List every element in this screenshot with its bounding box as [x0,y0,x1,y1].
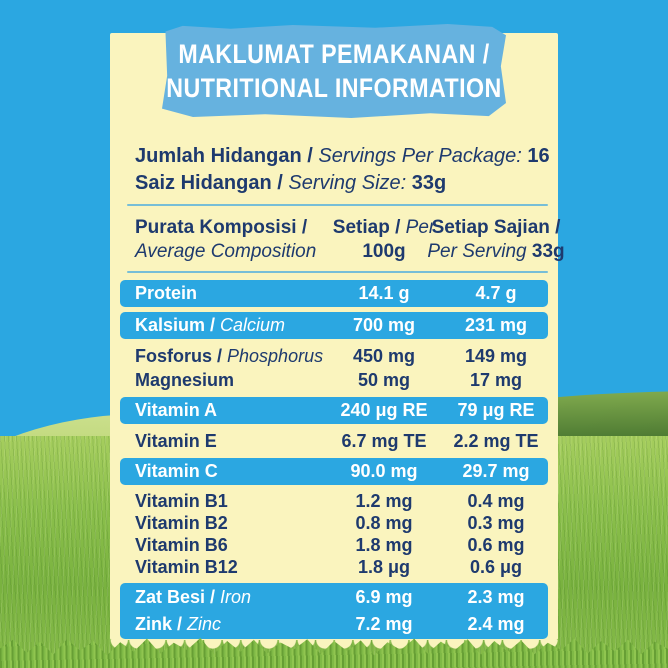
header-composition: Purata Komposisi / Average Composition [135,216,324,264]
value-per-100g: 90.0 mg [350,461,418,481]
nutrient-label: Zink / Zinc [135,614,222,634]
nutrient-label: Vitamin B2 [135,512,228,533]
title-banner: MAKLUMAT PEMAKANAN / NUTRITIONAL INFORMA… [162,24,506,118]
value-per-100g: 50 mg [357,369,411,390]
nutrient-group-minerals: Fosforus / Phosphorus 450 mg 149 mg Magn… [120,344,548,392]
nutrition-table: Protein 14.1 g 4.7 g Kalsium / Calcium 7… [110,280,558,639]
row-protein: Protein 14.1 g 4.7 g [120,280,548,307]
header-per-serving: Setiap Sajian / Per Serving 33g [427,216,564,264]
value-per-100g: 1.2 mg [355,490,413,511]
title-line-english: NUTRITIONAL INFORMATION [166,73,502,103]
header-per-serving-malay: Setiap Sajian / [431,217,561,238]
header-per-100g-malay: Setiap / [332,217,406,238]
row-phosphorus: Fosforus / Phosphorus 450 mg 149 mg [120,344,548,368]
value-per-serving: 0.6 μg [469,556,523,577]
header-per-100g-amount: 100g [362,241,406,262]
nutrient-label: Magnesium [135,369,235,390]
nutrient-group-vitamin-e: Vitamin E 6.7 mg TE 2.2 mg TE [120,429,548,453]
servings-label-english: Servings Per Package: [318,145,528,167]
value-per-serving: 2.3 mg [467,587,525,607]
value-per-serving: 29.7 mg [462,461,530,481]
divider [127,204,548,206]
row-vitamin-b1: Vitamin B1 1.2 mg 0.4 mg [120,490,548,512]
nutrient-label: Vitamin B6 [135,534,228,555]
row-vitamin-a: Vitamin A 240 μg RE 79 μg RE [120,397,548,424]
nutrient-group-vitamin-a: Vitamin A 240 μg RE 79 μg RE [120,397,548,424]
value-per-serving: 2.2 mg TE [453,430,539,451]
value-per-serving: 79 μg RE [457,400,535,420]
value-per-serving: 0.6 mg [467,534,525,555]
nutrient-group-iron-zinc: Zat Besi / Iron 6.9 mg 2.3 mg Zink / Zin… [120,583,548,639]
value-per-100g: 7.2 mg [355,614,413,634]
value-per-100g: 240 μg RE [340,400,428,420]
divider [127,271,548,273]
serving-size-label-english: Serving Size: [288,172,412,194]
row-vitamin-b6: Vitamin B6 1.8 mg 0.6 mg [120,534,548,556]
nutrient-group-calcium: Kalsium / Calcium 700 mg 231 mg [120,312,548,339]
nutrient-label: Protein [135,283,198,303]
serving-size-label-malay: Saiz Hidangan / [135,172,289,194]
row-zinc: Zink / Zinc 7.2 mg 2.4 mg [120,611,548,638]
value-per-100g: 6.9 mg [355,587,413,607]
value-per-serving: 17 mg [469,369,523,390]
value-per-serving: 2.4 mg [467,614,525,634]
serving-size-value: 33g [411,172,447,194]
servings-info: Jumlah Hidangan / Servings Per Package: … [135,143,558,197]
value-per-serving: 149 mg [464,345,528,366]
row-vitamin-c: Vitamin C 90.0 mg 29.7 mg [120,458,548,485]
row-magnesium: Magnesium 50 mg 17 mg [120,368,548,392]
row-calcium: Kalsium / Calcium 700 mg 231 mg [120,312,548,339]
nutrient-label: Zat Besi / Iron [135,587,252,607]
header-per-serving-amount: 33g [531,241,565,262]
value-per-serving: 231 mg [464,315,528,335]
header-composition-english: Average Composition [135,241,317,262]
nutrient-label: Vitamin C [135,461,218,481]
table-header: Purata Komposisi / Average Composition S… [120,216,565,264]
value-per-100g: 14.1 g [358,283,410,303]
nutrient-label: Fosforus / Phosphorus [135,345,324,366]
header-per-serving-english: Per Serving [427,241,532,262]
title-line-malay: MAKLUMAT PEMAKANAN / [178,39,490,69]
value-per-serving: 0.3 mg [467,512,525,533]
serving-size-line: Saiz Hidangan / Serving Size: 33g [135,170,558,197]
servings-per-package-line: Jumlah Hidangan / Servings Per Package: … [135,143,558,170]
servings-label-malay: Jumlah Hidangan / [135,145,319,167]
nutrient-group-vitamin-c: Vitamin C 90.0 mg 29.7 mg [120,458,548,485]
servings-count: 16 [527,145,550,167]
value-per-100g: 1.8 mg [355,534,413,555]
value-per-100g: 1.8 μg [357,556,411,577]
nutrient-label: Vitamin E [135,430,217,451]
nutrient-label: Vitamin A [135,400,218,420]
row-iron: Zat Besi / Iron 6.9 mg 2.3 mg [120,584,548,611]
page-title: MAKLUMAT PEMAKANAN / NUTRITIONAL INFORMA… [166,37,501,105]
header-composition-malay: Purata Komposisi / [135,217,308,238]
nutrient-label: Vitamin B1 [135,490,228,511]
row-vitamin-b2: Vitamin B2 0.8 mg 0.3 mg [120,512,548,534]
nutrition-panel: Jumlah Hidangan / Servings Per Package: … [110,33,565,640]
header-per-100g-english: Per [405,217,436,238]
value-per-serving: 4.7 g [475,283,517,303]
value-per-100g: 0.8 mg [355,512,413,533]
nutrient-label: Kalsium / Calcium [135,315,286,335]
value-per-serving: 0.4 mg [467,490,525,511]
value-per-100g: 450 mg [352,345,416,366]
value-per-100g: 700 mg [352,315,416,335]
header-per-100g: Setiap / Per 100g [324,216,444,264]
nutrient-group-b-vitamins: Vitamin B1 1.2 mg 0.4 mg Vitamin B2 0.8 … [120,490,548,578]
nutrient-label: Vitamin B12 [135,556,238,577]
nutrient-group-protein: Protein 14.1 g 4.7 g [120,280,548,307]
row-vitamin-e: Vitamin E 6.7 mg TE 2.2 mg TE [120,429,548,453]
row-vitamin-b12: Vitamin B12 1.8 μg 0.6 μg [120,556,548,578]
value-per-100g: 6.7 mg TE [341,430,427,451]
